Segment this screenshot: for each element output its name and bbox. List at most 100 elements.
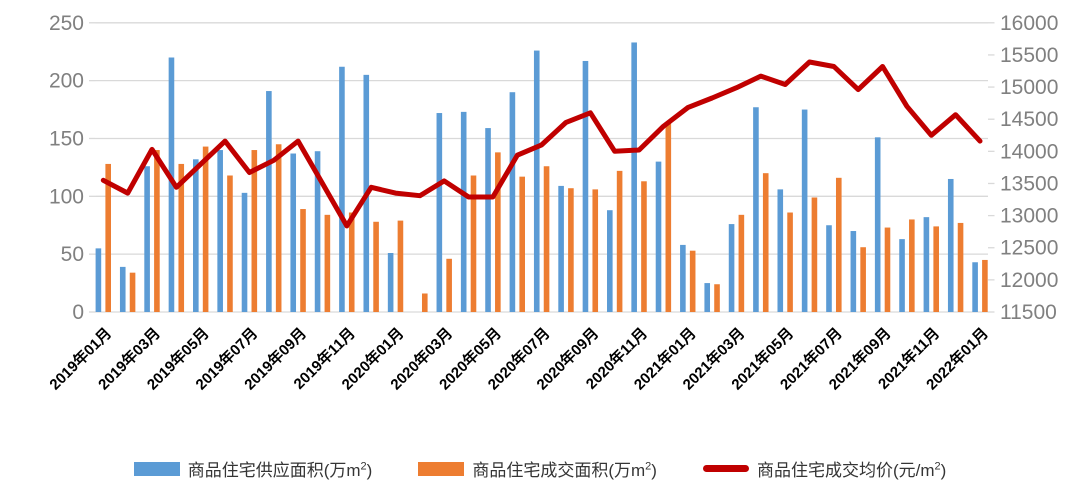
bar-transaction-area: [616, 170, 623, 312]
bar-supply-area: [850, 231, 857, 312]
legend: 商品住宅供应面积(万m2) 商品住宅成交面积(万m2) 商品住宅成交均价(元/m…: [0, 456, 1080, 481]
bar-transaction-area: [227, 175, 233, 312]
bar-transaction-area: [275, 144, 282, 312]
legend-label-superscript: 2: [934, 460, 941, 473]
bar-transaction-area: [568, 188, 574, 312]
right-axis-tick-label: 12000: [1000, 269, 1058, 292]
left-axis-tick-label: 150: [49, 127, 84, 150]
bar-transaction-area: [129, 272, 136, 312]
bar-transaction-area: [714, 284, 720, 312]
price-line-series: [100, 59, 983, 229]
bar-transaction-area: [641, 181, 647, 312]
bar-transaction-area: [202, 146, 209, 312]
legend-label-text: 商品住宅成交面积(万m: [472, 461, 646, 480]
bar-supply-area: [728, 224, 735, 312]
bar-transaction-area: [762, 173, 769, 312]
bar-supply-area: [266, 91, 272, 312]
bar-transaction-area: [543, 166, 550, 312]
bar-supply-area: [972, 262, 978, 312]
right-axis-tick-label: 16000: [1000, 12, 1058, 35]
left-axis-tick-label: 0: [72, 301, 84, 324]
bar-transaction-area: [909, 219, 915, 312]
left-axis-tick-label: 50: [61, 243, 84, 266]
bar-transaction-area: [397, 220, 404, 312]
bar-transaction-area: [373, 221, 379, 312]
bar-supply-area: [777, 189, 784, 312]
bar-transaction-area: [251, 150, 258, 312]
bar-supply-area: [923, 217, 930, 312]
legend-label-text: 商品住宅供应面积(万m: [187, 461, 361, 480]
bar-supply-area: [485, 128, 491, 312]
right-axis-tick-label: 13000: [1000, 205, 1058, 228]
bar-transaction-area: [324, 214, 331, 312]
left-axis-tick-label: 100: [49, 185, 84, 208]
legend-label-superscript: 2: [360, 460, 367, 473]
right-axis-tick-label: 12500: [1000, 237, 1058, 260]
bar-supply-area: [241, 192, 248, 312]
legend-label-suffix: ): [366, 461, 373, 480]
bar-transaction-area: [689, 250, 696, 312]
bar-transaction-area: [348, 212, 355, 312]
bar-transaction-area: [154, 150, 160, 312]
legend-item-supply-area: 商品住宅供应面积(万m2): [133, 456, 373, 481]
bar-transaction-area: [860, 247, 866, 312]
legend-label-suffix: ): [651, 461, 657, 480]
bar-transaction-area: [495, 152, 501, 312]
bar-supply-area: [947, 178, 954, 312]
right-axis-tick-label: 15000: [1000, 76, 1058, 99]
x-axis-labels: 2019年01月2019年03月2019年05月2019年07月2019年09月…: [46, 324, 992, 393]
bar-transaction-area: [421, 293, 428, 312]
bar-transaction-area: [470, 175, 477, 312]
left-axis-tick-label: 250: [49, 12, 84, 35]
legend-swatch-transaction-area: [418, 461, 465, 476]
bar-supply-area: [607, 210, 613, 312]
bar-transaction-area: [957, 222, 964, 312]
bar-supply-area: [95, 248, 102, 312]
right-axis-tick-label: 14500: [1000, 108, 1058, 131]
bar-supply-area: [801, 109, 808, 312]
bar-transaction-area: [933, 226, 939, 312]
bar-supply-area: [217, 150, 223, 312]
bar-transaction-area: [105, 163, 111, 312]
bars-supply-area: [95, 42, 978, 313]
right-axis-tick-label: 14000: [1000, 140, 1058, 163]
bar-supply-area: [339, 66, 345, 313]
left-axis-tick-label: 200: [49, 70, 84, 93]
right-axis: 11500 12000 12500 13000 13500 14000 14500 15000…: [988, 12, 1058, 324]
bar-transaction-area: [665, 122, 672, 313]
bar-supply-area: [193, 159, 199, 312]
bar-supply-area: [119, 266, 126, 312]
legend-swatch-supply-area: [133, 461, 180, 476]
bar-supply-area: [704, 283, 711, 312]
bar-transaction-area: [178, 163, 185, 312]
bar-supply-area: [314, 151, 321, 312]
legend-label-supply-area: 商品住宅供应面积(万m2): [188, 456, 373, 481]
bar-transaction-area: [738, 214, 745, 312]
legend-label-text: 商品住宅成交均价(元/m: [756, 461, 935, 480]
bar-supply-area: [655, 161, 662, 312]
legend-label-average-price: 商品住宅成交均价(元/m2): [757, 456, 946, 481]
bar-transaction-area: [787, 212, 793, 312]
bar-transaction-area: [811, 197, 818, 312]
bar-supply-area: [387, 253, 394, 312]
bar-supply-area: [460, 111, 467, 312]
bars-transaction-area: [105, 122, 988, 313]
legend-label-superscript: 2: [645, 460, 652, 473]
bar-transaction-area: [300, 209, 306, 312]
bar-transaction-area: [592, 189, 599, 312]
bar-transaction-area: [982, 259, 988, 312]
legend-item-average-price: 商品住宅成交均价(元/m2): [702, 456, 946, 481]
left-axis: 0 50 100 150 200 250: [49, 12, 84, 324]
bar-supply-area: [631, 42, 637, 312]
bar-supply-area: [144, 166, 150, 312]
bar-supply-area: [826, 225, 832, 312]
bar-transaction-area: [835, 177, 842, 312]
right-axis-tick-label: 13500: [1000, 172, 1058, 195]
bar-supply-area: [874, 137, 881, 312]
bar-supply-area: [680, 244, 686, 312]
bar-supply-area: [290, 153, 297, 312]
legend-label-transaction-area: 商品住宅成交面积(万m2): [472, 456, 657, 481]
bar-transaction-area: [446, 258, 452, 312]
